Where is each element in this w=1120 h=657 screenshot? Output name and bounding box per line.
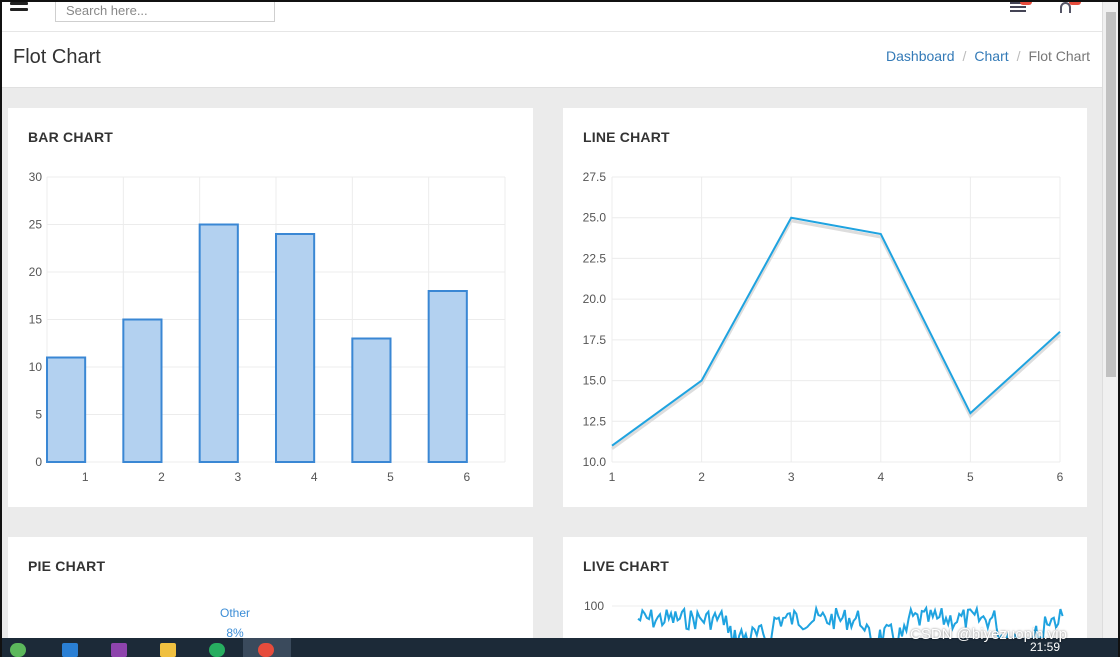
bar xyxy=(427,290,468,463)
live-chart: 100 xyxy=(584,599,1064,647)
line-chart-card: LINE CHART 10.0 12.5 15.0 17.5 20.0 22.5 25.0 2… xyxy=(563,108,1087,507)
x-tick-label: 5 xyxy=(387,470,394,484)
folder-icon[interactable] xyxy=(160,643,176,657)
taskbar-app-icon[interactable] xyxy=(62,643,78,657)
breadcrumb-chart[interactable]: Chart xyxy=(974,48,1009,64)
bar xyxy=(46,356,87,463)
x-tick-label: 1 xyxy=(82,470,89,484)
x-tick-label: 2 xyxy=(698,470,705,484)
page-title: Flot Chart xyxy=(13,46,101,68)
pie-chart-title: PIE CHART xyxy=(28,558,106,574)
bar xyxy=(275,233,316,463)
bell-icon[interactable] xyxy=(1059,0,1081,16)
line-chart-title: LINE CHART xyxy=(583,129,670,145)
watermark-text: CSDN @biyezuopin.vip xyxy=(910,626,1067,643)
bar xyxy=(351,337,392,463)
bar xyxy=(122,318,163,463)
scrollbar-thumb[interactable] xyxy=(1106,12,1116,377)
x-tick-label: 1 xyxy=(609,470,616,484)
y-tick-label: 0 xyxy=(35,455,42,469)
y-tick-label: 25.0 xyxy=(583,211,607,225)
y-tick-label: 10 xyxy=(29,360,43,374)
x-tick-label: 2 xyxy=(158,470,165,484)
breadcrumb-separator: / xyxy=(1016,48,1021,64)
taskbar-app-icon[interactable] xyxy=(10,643,26,657)
y-tick-label: 10.0 xyxy=(583,455,607,469)
x-tick-label: 4 xyxy=(877,470,884,484)
x-tick-label: 6 xyxy=(463,470,470,484)
y-tick-label: 22.5 xyxy=(583,251,607,265)
x-tick-label: 5 xyxy=(967,470,974,484)
bar-chart-card: BAR CHART 0 5 10 15 20 25 30 1 2 3 4 5 6 xyxy=(8,108,533,507)
taskbar-app-icon[interactable] xyxy=(111,643,127,657)
y-tick-label: 17.5 xyxy=(583,333,607,347)
pie-slice-label: Other xyxy=(219,606,250,620)
series-shadow xyxy=(611,219,1062,450)
y-tick-label: 20.0 xyxy=(583,292,607,306)
bar xyxy=(198,223,239,463)
browser-icon[interactable] xyxy=(258,643,274,657)
y-tick-label: 5 xyxy=(35,408,42,422)
y-tick-label: 25 xyxy=(29,218,43,232)
x-tick-label: 6 xyxy=(1057,470,1064,484)
page-header: Flot Chart Dashboard / Chart / Flot Chart xyxy=(2,32,1102,88)
page-scrollbar[interactable] xyxy=(1102,2,1118,638)
line-chart: 10.0 12.5 15.0 17.5 20.0 22.5 25.0 27.5 1 2 3 4 5 6 xyxy=(583,170,1064,484)
taskbar-clock: 21:59 xyxy=(1029,640,1060,654)
y-tick-label: 27.5 xyxy=(583,170,607,184)
search-input[interactable] xyxy=(55,0,275,22)
top-navbar xyxy=(2,0,1102,32)
alert-badge xyxy=(1069,0,1081,5)
y-tick-label: 12.5 xyxy=(583,414,607,428)
y-tick-label: 15 xyxy=(29,313,43,327)
y-tick-label: 100 xyxy=(584,599,604,613)
x-tick-label: 3 xyxy=(788,470,795,484)
bar-chart-title: BAR CHART xyxy=(28,129,114,145)
pie-chart-card: PIE CHART Other 8% xyxy=(8,537,533,647)
bar-chart: 0 5 10 15 20 25 30 1 2 3 4 5 6 xyxy=(29,170,506,484)
series-line xyxy=(611,216,1061,447)
x-tick-label: 4 xyxy=(311,470,318,484)
os-taskbar: 21:59 xyxy=(0,638,1120,657)
live-chart-card: LIVE CHART 100 xyxy=(563,537,1087,647)
breadcrumb-current: Flot Chart xyxy=(1028,48,1090,64)
taskbar-active-app[interactable] xyxy=(243,638,291,657)
breadcrumb-separator: / xyxy=(962,48,967,64)
live-chart-title: LIVE CHART xyxy=(583,558,669,574)
taskbar-app-icon[interactable] xyxy=(209,643,225,657)
x-tick-label: 3 xyxy=(234,470,241,484)
y-tick-label: 20 xyxy=(29,265,43,279)
breadcrumb-dashboard[interactable]: Dashboard xyxy=(886,48,955,64)
live-series-line xyxy=(637,604,1064,647)
menu-icon[interactable] xyxy=(10,2,28,14)
notification-badge xyxy=(1020,0,1032,5)
breadcrumb: Dashboard / Chart / Flot Chart xyxy=(886,48,1090,64)
flag-icon[interactable] xyxy=(1010,0,1032,16)
pie-slice-value: 8% xyxy=(226,626,244,640)
y-tick-label: 30 xyxy=(29,170,43,184)
y-tick-label: 15.0 xyxy=(583,374,607,388)
